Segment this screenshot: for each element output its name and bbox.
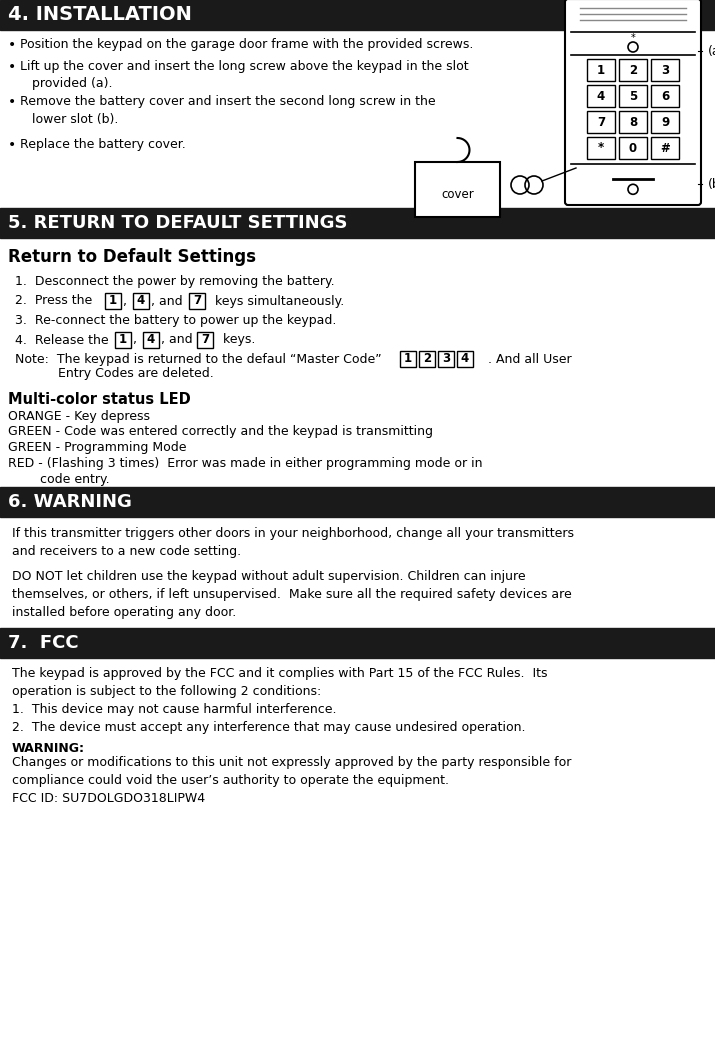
FancyBboxPatch shape: [619, 111, 647, 133]
Text: 7: 7: [201, 333, 209, 346]
FancyBboxPatch shape: [105, 293, 121, 309]
Text: #: #: [660, 142, 670, 154]
Text: ,: ,: [123, 295, 135, 308]
FancyBboxPatch shape: [651, 85, 679, 107]
FancyBboxPatch shape: [133, 293, 149, 309]
FancyBboxPatch shape: [651, 111, 679, 133]
Text: 3: 3: [442, 352, 450, 366]
Text: 5. RETURN TO DEFAULT SETTINGS: 5. RETURN TO DEFAULT SETTINGS: [8, 214, 347, 231]
FancyBboxPatch shape: [619, 85, 647, 107]
FancyBboxPatch shape: [400, 351, 416, 367]
Text: 1: 1: [597, 63, 605, 76]
Text: 7: 7: [597, 115, 605, 129]
Text: ORANGE - Key depress: ORANGE - Key depress: [8, 410, 150, 423]
Text: Return to Default Settings: Return to Default Settings: [8, 248, 256, 266]
Text: 2.  Press the: 2. Press the: [15, 295, 97, 308]
Bar: [0, 0, 715, 30]
Text: 4.  Release the: 4. Release the: [15, 334, 113, 347]
FancyBboxPatch shape: [619, 59, 647, 81]
FancyBboxPatch shape: [651, 137, 679, 159]
FancyBboxPatch shape: [587, 59, 615, 81]
Text: 3.  Re-connect the battery to power up the keypad.: 3. Re-connect the battery to power up th…: [15, 314, 336, 327]
FancyBboxPatch shape: [587, 111, 615, 133]
FancyBboxPatch shape: [587, 85, 615, 107]
Bar: [0, 628, 715, 657]
Bar: [415, 162, 500, 217]
Text: RED - (Flashing 3 times)  Error was made in either programming mode or in
      : RED - (Flashing 3 times) Error was made …: [8, 457, 483, 486]
FancyBboxPatch shape: [197, 332, 213, 348]
FancyBboxPatch shape: [143, 332, 159, 348]
Text: 0: 0: [629, 142, 637, 154]
Text: (a): (a): [708, 44, 715, 57]
Text: Position the keypad on the garage door frame with the provided screws.: Position the keypad on the garage door f…: [20, 38, 473, 51]
Text: 9: 9: [661, 115, 669, 129]
Text: 1: 1: [404, 352, 412, 366]
FancyBboxPatch shape: [565, 0, 701, 205]
FancyBboxPatch shape: [189, 293, 205, 309]
Text: 1: 1: [109, 294, 117, 307]
Bar: [0, 487, 715, 517]
Text: 4: 4: [137, 294, 145, 307]
Bar: [0, 208, 715, 238]
Text: keys.: keys.: [215, 334, 255, 347]
Text: Changes or modifications to this unit not expressly approved by the party respon: Changes or modifications to this unit no…: [12, 756, 571, 805]
Text: 7.  FCC: 7. FCC: [8, 633, 79, 651]
Text: 1: 1: [119, 333, 127, 346]
FancyBboxPatch shape: [438, 351, 454, 367]
Text: 7: 7: [193, 294, 201, 307]
FancyBboxPatch shape: [115, 332, 131, 348]
Text: Remove the battery cover and insert the second long screw in the
   lower slot (: Remove the battery cover and insert the …: [20, 95, 435, 126]
Text: *: *: [598, 142, 604, 154]
Text: 6: 6: [661, 90, 669, 103]
Text: keys simultaneously.: keys simultaneously.: [207, 295, 344, 308]
Text: . And all User: . And all User: [484, 353, 571, 366]
FancyBboxPatch shape: [587, 137, 615, 159]
Text: *: *: [631, 33, 636, 43]
Text: 2: 2: [629, 63, 637, 76]
Text: 1.  Desconnect the power by removing the battery.: 1. Desconnect the power by removing the …: [15, 275, 335, 288]
Text: •: •: [8, 138, 16, 152]
FancyBboxPatch shape: [457, 351, 473, 367]
Text: (b): (b): [708, 178, 715, 191]
Text: , and: , and: [161, 334, 197, 347]
Text: ,: ,: [133, 334, 145, 347]
FancyBboxPatch shape: [651, 59, 679, 81]
Text: 5: 5: [629, 90, 637, 103]
Text: Lift up the cover and insert the long screw above the keypad in the slot
   prov: Lift up the cover and insert the long sc…: [20, 60, 468, 91]
Text: Entry Codes are deleted.: Entry Codes are deleted.: [58, 368, 214, 381]
Text: DO NOT let children use the keypad without adult supervision. Children can injur: DO NOT let children use the keypad witho…: [12, 570, 572, 619]
Text: If this transmitter triggers other doors in your neighborhood, change all your t: If this transmitter triggers other doors…: [12, 527, 574, 558]
Text: 4: 4: [147, 333, 155, 346]
Text: cover: cover: [441, 188, 474, 201]
Text: WARNING:: WARNING:: [12, 742, 85, 755]
FancyBboxPatch shape: [419, 351, 435, 367]
Text: Multi-color status LED: Multi-color status LED: [8, 392, 191, 407]
Text: •: •: [8, 60, 16, 74]
Text: 8: 8: [629, 115, 637, 129]
Text: Note:  The keypad is returned to the defaul “Master Code”: Note: The keypad is returned to the defa…: [15, 353, 385, 366]
Text: 4: 4: [597, 90, 605, 103]
Text: The keypad is approved by the FCC and it complies with Part 15 of the FCC Rules.: The keypad is approved by the FCC and it…: [12, 668, 548, 735]
Text: 6. WARNING: 6. WARNING: [8, 493, 132, 511]
Text: 4: 4: [461, 352, 469, 366]
Text: •: •: [8, 38, 16, 52]
Text: GREEN - Programming Mode: GREEN - Programming Mode: [8, 441, 187, 455]
Text: , and: , and: [151, 295, 187, 308]
Text: 4. INSTALLATION: 4. INSTALLATION: [8, 5, 192, 24]
FancyBboxPatch shape: [619, 137, 647, 159]
Text: •: •: [8, 95, 16, 109]
Text: 3: 3: [661, 63, 669, 76]
Text: 2: 2: [423, 352, 431, 366]
Text: Replace the battery cover.: Replace the battery cover.: [20, 138, 186, 151]
Text: GREEN - Code was entered correctly and the keypad is transmitting: GREEN - Code was entered correctly and t…: [8, 426, 433, 439]
